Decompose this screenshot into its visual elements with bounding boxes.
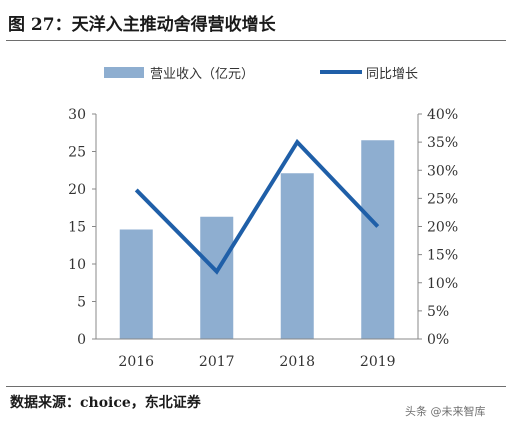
right-tick-label: 40% <box>427 107 458 123</box>
left-tick-label: 20 <box>68 182 86 198</box>
left-tick-label: 10 <box>68 257 86 273</box>
watermark: 头条 @未来智库 <box>405 405 486 418</box>
right-tick-label: 30% <box>427 163 458 179</box>
bar-2018 <box>280 173 314 339</box>
bar-2017 <box>200 216 234 339</box>
left-tick-label: 30 <box>68 107 86 123</box>
revenue-bars <box>119 140 395 339</box>
left-tick-label: 0 <box>77 332 86 348</box>
x-tick-label: 2018 <box>279 354 315 370</box>
combo-chart: 营业收入（亿元） 同比增长 0 5 10 15 20 25 30 0% 5% 10% 15% 20% 25… <box>68 67 458 370</box>
left-tick-label: 5 <box>77 295 86 311</box>
right-tick-label: 20% <box>427 220 458 236</box>
bar-2019 <box>361 140 395 339</box>
left-tick-label: 15 <box>68 220 86 236</box>
right-tick-label: 15% <box>427 248 458 264</box>
legend-label-growth: 同比增长 <box>366 67 418 82</box>
left-tick-label: 25 <box>68 145 86 161</box>
x-tick-label: 2016 <box>118 354 154 370</box>
source-note: 数据来源：choice，东北证券 <box>10 395 201 411</box>
bar-2016 <box>119 229 153 339</box>
right-tick-label: 35% <box>427 135 458 151</box>
right-tick-label: 0% <box>427 332 449 348</box>
source-rule <box>6 386 506 387</box>
right-tick-label: 5% <box>427 304 449 320</box>
legend-swatch-revenue <box>104 67 144 78</box>
growth-line <box>134 138 380 275</box>
legend: 营业收入（亿元） 同比增长 <box>104 67 418 82</box>
figure-title: 图 27：天洋入主推动舍得营收增长 <box>8 15 276 35</box>
x-tick-label: 2019 <box>360 354 396 370</box>
legend-label-revenue: 营业收入（亿元） <box>150 67 254 82</box>
axes: 0 5 10 15 20 25 30 0% 5% 10% 15% 20% 25% 30% 35% 40% 201… <box>68 107 458 370</box>
title-rule <box>6 40 506 41</box>
x-tick-label: 2017 <box>199 354 235 370</box>
growth-line-path <box>134 138 380 275</box>
right-tick-label: 25% <box>427 191 458 207</box>
right-tick-label: 10% <box>427 276 458 292</box>
